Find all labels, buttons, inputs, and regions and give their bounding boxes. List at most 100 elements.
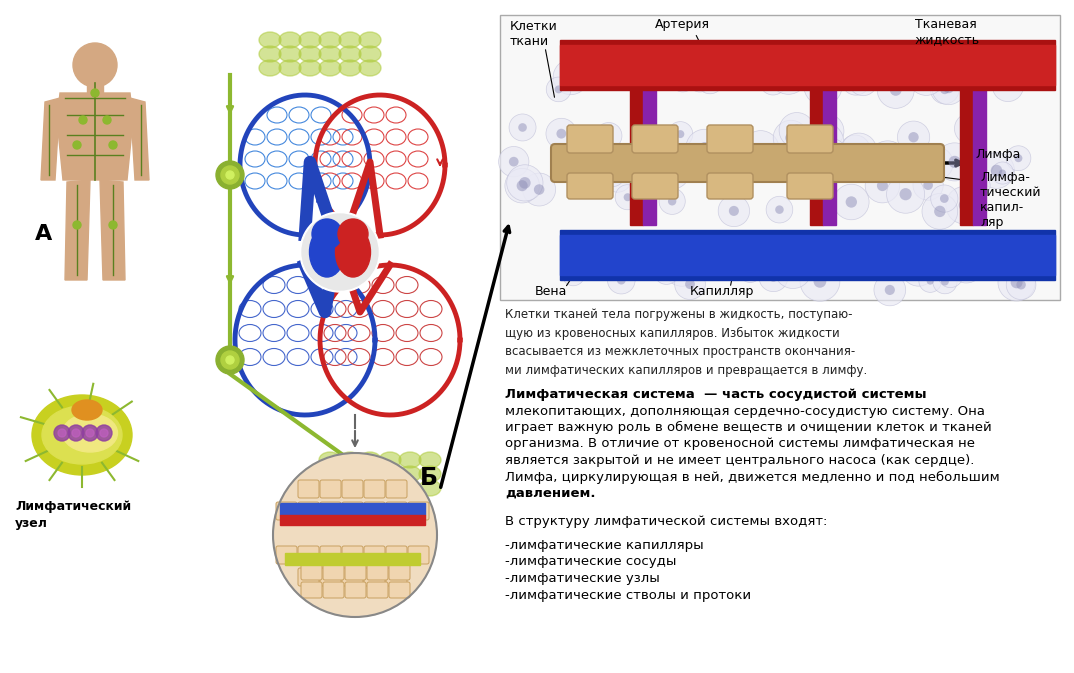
Circle shape: [546, 118, 577, 149]
Text: Тканевая
жидкость: Тканевая жидкость: [915, 18, 981, 46]
Circle shape: [729, 206, 739, 216]
Ellipse shape: [379, 480, 401, 496]
Circle shape: [931, 185, 958, 212]
Circle shape: [547, 77, 571, 102]
Circle shape: [812, 138, 848, 175]
Circle shape: [813, 275, 826, 288]
Text: Лимфа: Лимфа: [975, 148, 1020, 161]
Circle shape: [842, 67, 870, 95]
FancyBboxPatch shape: [364, 502, 384, 520]
Circle shape: [773, 120, 809, 155]
FancyBboxPatch shape: [500, 15, 1060, 300]
Text: является закрытой и не имеет центрального насоса (как сердце).: является закрытой и не имеет центральног…: [505, 454, 974, 467]
Circle shape: [696, 67, 724, 94]
Circle shape: [338, 219, 368, 249]
Circle shape: [779, 112, 814, 148]
Circle shape: [983, 55, 1015, 87]
Circle shape: [679, 75, 687, 83]
Circle shape: [745, 246, 770, 271]
FancyBboxPatch shape: [320, 568, 342, 586]
Polygon shape: [560, 45, 1055, 85]
Circle shape: [941, 278, 948, 285]
FancyBboxPatch shape: [787, 173, 833, 199]
Circle shape: [79, 116, 87, 124]
Text: Артерия: Артерия: [655, 18, 710, 31]
Circle shape: [815, 68, 828, 81]
FancyBboxPatch shape: [386, 502, 407, 520]
FancyBboxPatch shape: [408, 546, 429, 564]
Circle shape: [509, 157, 519, 166]
Circle shape: [934, 206, 945, 217]
Text: В структуру лимфатической системы входят:: В структуру лимфатической системы входят…: [505, 515, 827, 528]
Circle shape: [595, 122, 622, 149]
Ellipse shape: [299, 46, 321, 62]
Ellipse shape: [72, 400, 102, 420]
Circle shape: [920, 147, 953, 180]
Circle shape: [913, 170, 943, 201]
Circle shape: [685, 279, 695, 289]
Circle shape: [845, 197, 857, 208]
Polygon shape: [41, 98, 60, 180]
Circle shape: [519, 177, 531, 188]
Circle shape: [641, 155, 669, 183]
Ellipse shape: [319, 480, 342, 496]
Circle shape: [722, 162, 734, 174]
Circle shape: [946, 271, 955, 279]
Circle shape: [763, 244, 788, 270]
Ellipse shape: [279, 32, 301, 48]
Circle shape: [1016, 280, 1026, 289]
Circle shape: [990, 165, 1002, 176]
Ellipse shape: [259, 46, 281, 62]
Circle shape: [1003, 81, 1013, 91]
Circle shape: [669, 65, 696, 92]
Circle shape: [616, 276, 626, 285]
Circle shape: [978, 153, 1015, 188]
Circle shape: [613, 173, 622, 182]
FancyBboxPatch shape: [389, 582, 410, 598]
Text: Капилляр: Капилляр: [690, 285, 754, 298]
Ellipse shape: [319, 32, 342, 48]
Circle shape: [313, 219, 342, 249]
Circle shape: [851, 145, 860, 155]
Circle shape: [917, 258, 925, 266]
Text: А: А: [35, 224, 53, 244]
Circle shape: [221, 351, 240, 369]
Ellipse shape: [339, 452, 361, 468]
Ellipse shape: [400, 452, 421, 468]
Ellipse shape: [319, 466, 342, 482]
Circle shape: [799, 137, 807, 144]
Circle shape: [746, 267, 754, 275]
Circle shape: [803, 67, 842, 105]
Circle shape: [923, 64, 945, 86]
Circle shape: [908, 59, 945, 96]
Circle shape: [940, 194, 948, 203]
Ellipse shape: [379, 466, 401, 482]
Circle shape: [817, 80, 829, 92]
Circle shape: [766, 197, 793, 223]
FancyBboxPatch shape: [297, 502, 319, 520]
Circle shape: [624, 193, 632, 201]
Text: Б: Б: [420, 466, 438, 490]
Circle shape: [848, 67, 877, 96]
Ellipse shape: [359, 452, 381, 468]
Text: Лимфа, циркулирующая в ней, движется медленно и под небольшим: Лимфа, циркулирующая в ней, движется мед…: [505, 470, 1000, 484]
Circle shape: [852, 76, 860, 85]
Circle shape: [569, 271, 577, 278]
Circle shape: [774, 252, 812, 289]
Circle shape: [946, 186, 984, 224]
Circle shape: [677, 130, 684, 138]
Circle shape: [103, 116, 111, 124]
Circle shape: [876, 180, 888, 191]
Circle shape: [875, 247, 900, 272]
Circle shape: [609, 171, 616, 178]
Circle shape: [771, 252, 780, 260]
Circle shape: [619, 155, 645, 182]
Circle shape: [73, 141, 81, 149]
Polygon shape: [280, 515, 425, 525]
Circle shape: [108, 221, 117, 229]
Circle shape: [534, 184, 545, 194]
Circle shape: [822, 126, 832, 137]
FancyBboxPatch shape: [364, 546, 384, 564]
Ellipse shape: [279, 46, 301, 62]
Polygon shape: [560, 230, 1055, 280]
